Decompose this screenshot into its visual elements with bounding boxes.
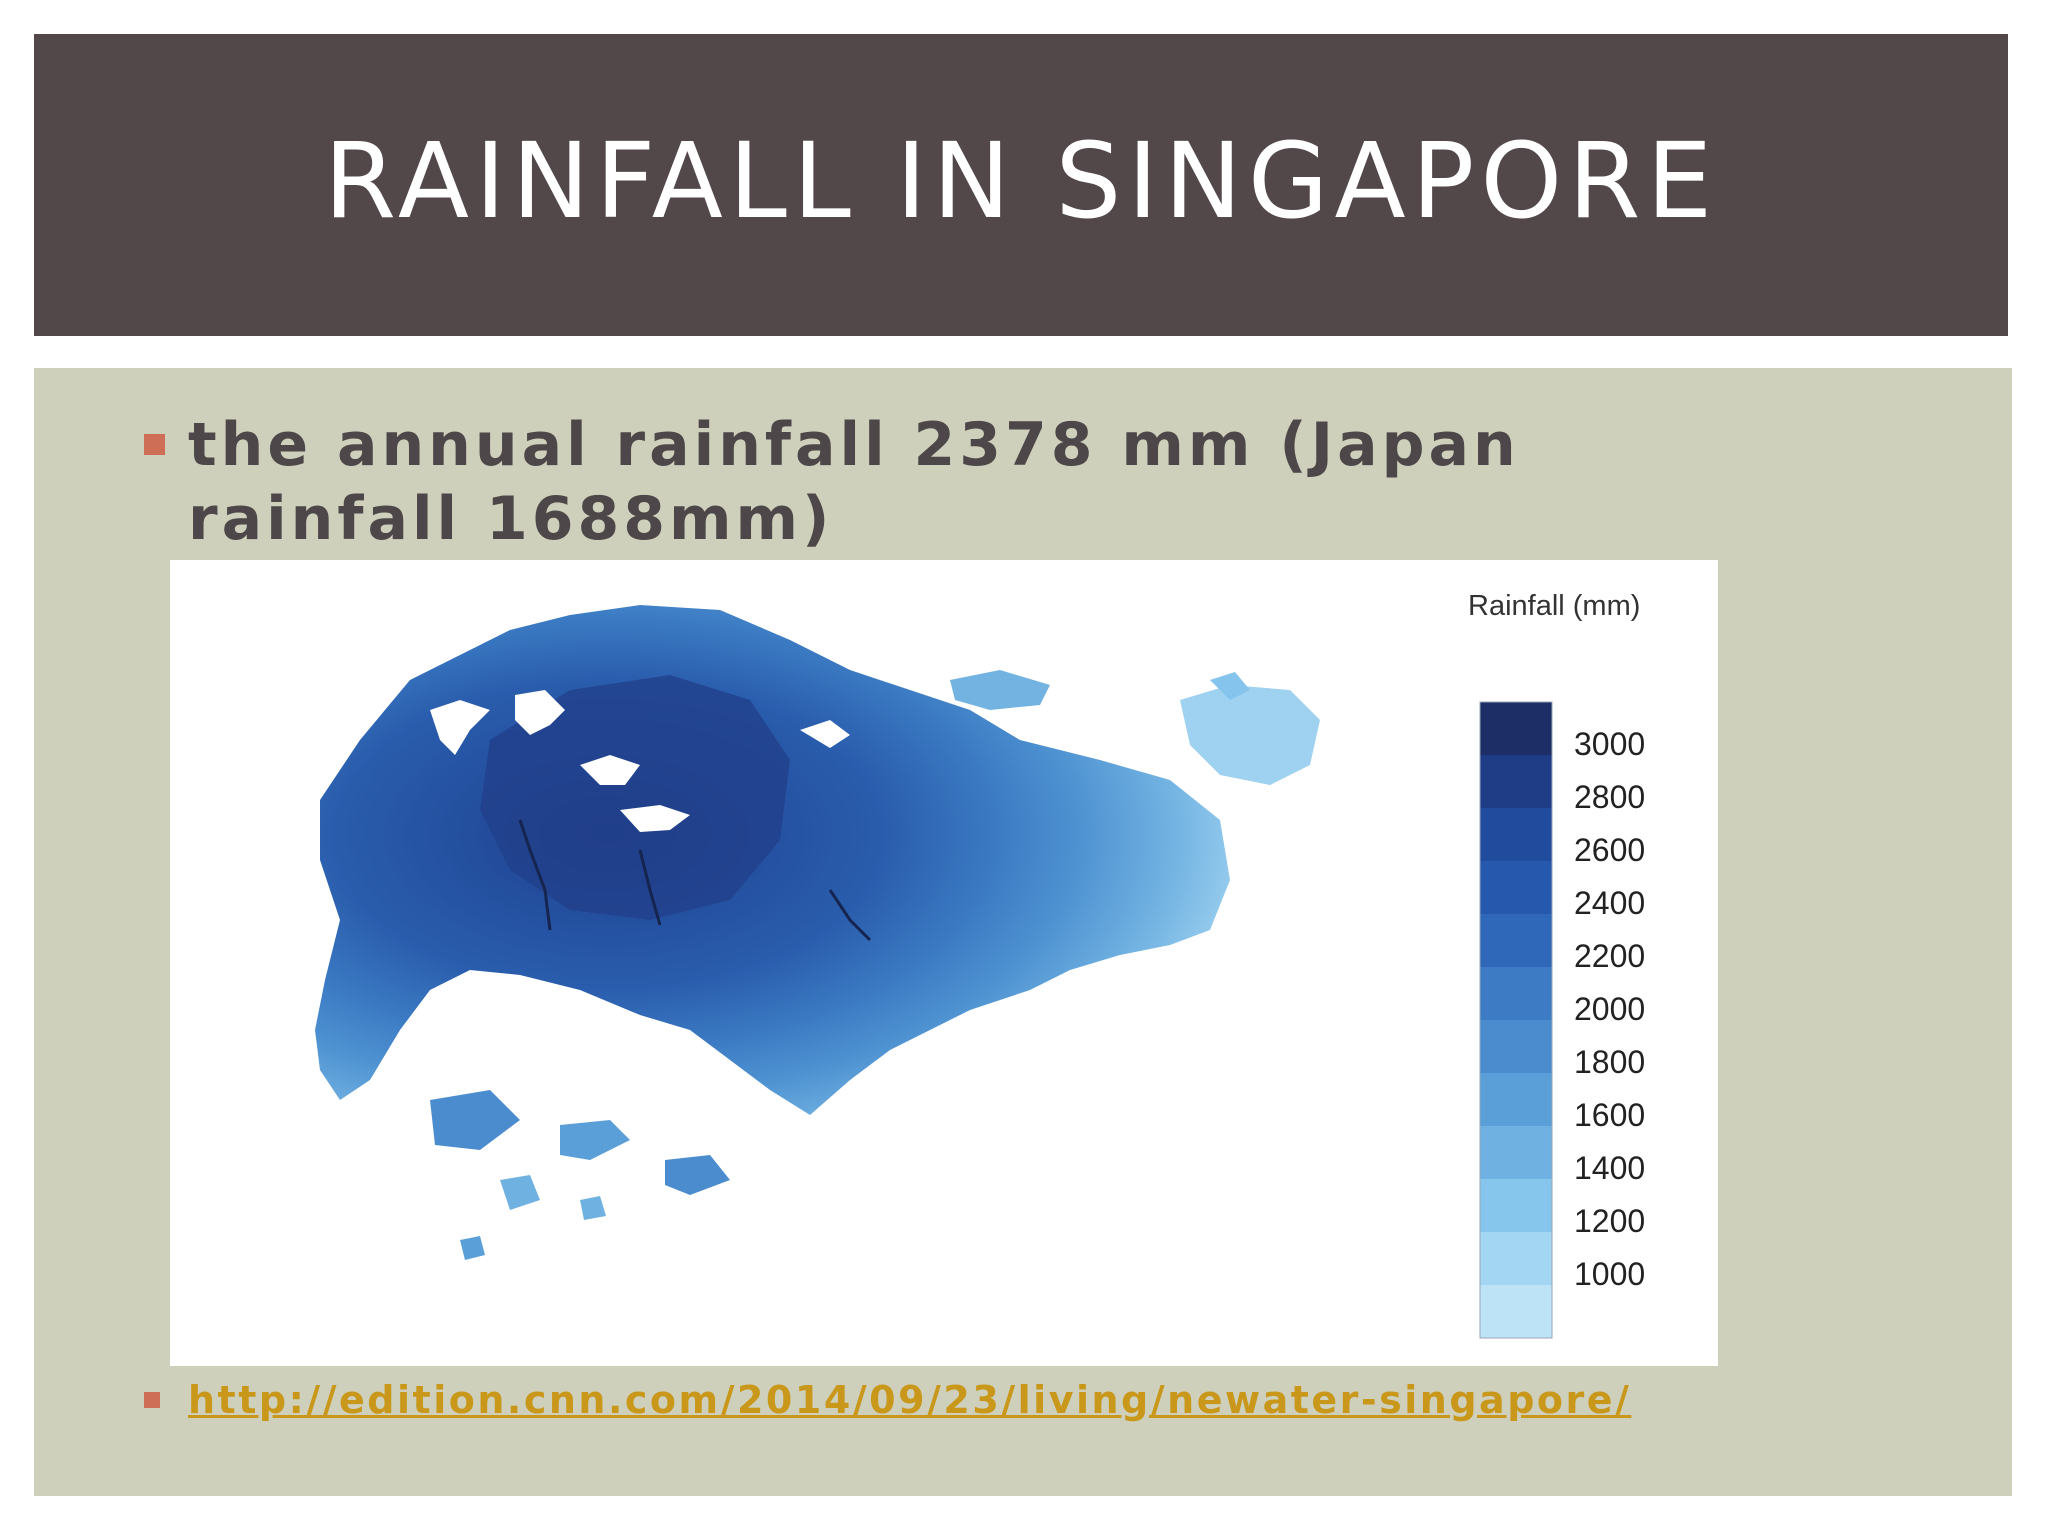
legend-label-2600: 2600	[1574, 832, 1646, 868]
bullet-square-icon	[144, 434, 165, 455]
southern-island-6	[580, 1196, 606, 1220]
southern-island-5	[460, 1236, 485, 1260]
legend-label-2000: 2000	[1574, 991, 1646, 1027]
legend-label-2800: 2800	[1574, 779, 1646, 815]
legend-label-1000: 1000	[1574, 1256, 1646, 1292]
legend-label-2400: 2400	[1574, 885, 1646, 921]
river-3	[828, 889, 872, 942]
legend-label-1200: 1200	[1574, 1203, 1646, 1239]
legend-label-2200: 2200	[1574, 938, 1646, 974]
legend-band	[1480, 1179, 1552, 1232]
slide-title: RAINFALL IN SINGAPORE	[323, 120, 1719, 242]
legend-colorbar	[1479, 701, 1553, 1339]
singapore-rainfall-map	[315, 605, 1553, 1339]
legend-band	[1480, 1232, 1552, 1285]
legend-label-1800: 1800	[1574, 1044, 1646, 1080]
reservoir-3	[580, 755, 640, 785]
legend-label-1400: 1400	[1574, 1150, 1646, 1186]
source-link[interactable]: http://edition.cnn.com/2014/09/23/living…	[188, 1378, 1632, 1422]
pulau-ubin	[950, 670, 1050, 710]
reservoir-2	[430, 700, 490, 755]
southern-island-1	[430, 1090, 520, 1150]
legend-band	[1480, 967, 1552, 1020]
rainfall-map-figure: Rainfall (mm) 3000 2800 2600 2400 2200 2…	[170, 560, 1718, 1366]
southern-island-3	[665, 1155, 730, 1195]
legend-band	[1480, 808, 1552, 861]
legend-band	[1480, 702, 1552, 755]
legend-band	[1480, 1073, 1552, 1126]
rainfall-bullet-text: the annual rainfall 2378 mm (Japan rainf…	[188, 410, 1520, 554]
southern-island-2	[560, 1120, 630, 1160]
small-east-island	[1210, 672, 1250, 700]
reservoir-5	[800, 720, 850, 748]
reservoir-4	[620, 805, 690, 832]
reservoir-1	[515, 690, 565, 735]
high-rainfall-core	[480, 675, 790, 920]
legend-band	[1480, 861, 1552, 914]
bullet-square-icon	[144, 1392, 160, 1408]
river-1	[518, 819, 552, 931]
legend-band	[1480, 1285, 1552, 1338]
legend-band	[1480, 914, 1552, 967]
legend-band	[1480, 1126, 1552, 1179]
legend-band	[1480, 755, 1552, 808]
legend-title: Rainfall (mm)	[1468, 590, 1641, 622]
title-bar: RAINFALL IN SINGAPORE	[34, 34, 2008, 336]
southern-island-4	[500, 1175, 540, 1210]
river-2	[638, 849, 662, 926]
pulau-tekong	[1180, 685, 1320, 785]
legend-band	[1480, 1020, 1552, 1073]
legend-label-3000: 3000	[1574, 726, 1646, 762]
legend-label-1600: 1600	[1574, 1097, 1646, 1133]
southern-inlet	[400, 980, 780, 1120]
